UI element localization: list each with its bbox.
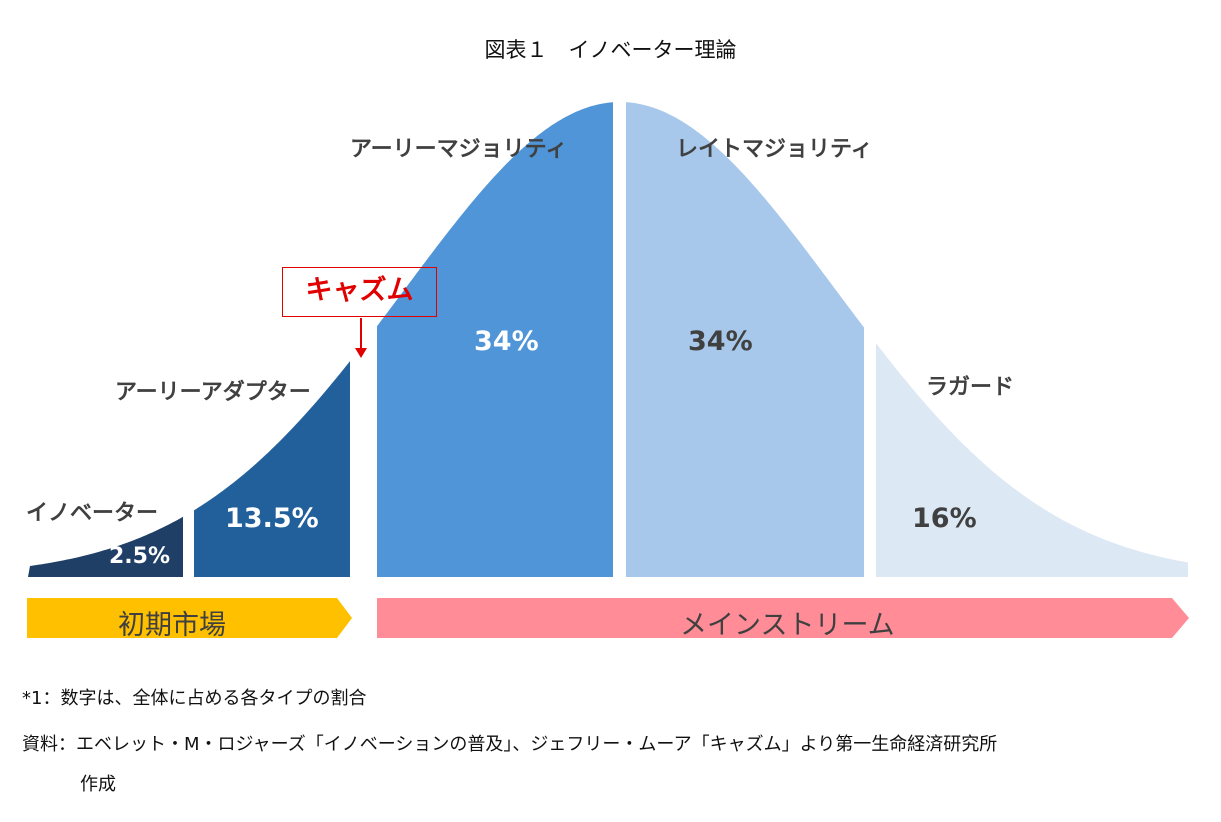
band-early-market-label: 初期市場	[118, 610, 226, 641]
band-early-market	[27, 598, 352, 638]
label-laggards: ラガード	[926, 375, 1015, 400]
label-early-majority: アーリーマジョリティ	[350, 137, 568, 162]
segment-early-adopters	[194, 361, 350, 577]
pct-early-majority: 34%	[474, 326, 539, 357]
pct-laggards: 16%	[912, 503, 977, 534]
chasm-label: キャズム	[305, 275, 414, 306]
pct-late-majority: 34%	[688, 326, 753, 357]
footnote: *1：数字は、全体に占める各タイプの割合	[22, 688, 367, 709]
source-note-cont: 作成	[80, 774, 116, 795]
segment-late-majority	[626, 102, 864, 577]
segment-innovators	[28, 516, 183, 577]
chasm-box: キャズム	[282, 267, 437, 317]
segment-laggards	[876, 343, 1188, 577]
pct-early-adopters: 13.5%	[225, 503, 319, 534]
source-note: 資料：エベレット・M・ロジャーズ「イノベーションの普及」、ジェフリー・ムーア「キ…	[22, 734, 998, 755]
label-innovators: イノベーター	[26, 501, 159, 526]
band-mainstream-label: メインストリーム	[680, 610, 895, 641]
chasm-arrow-icon	[355, 348, 367, 358]
figure-title: 図表１ イノベーター理論	[484, 38, 737, 62]
segment-early-majority	[377, 102, 613, 578]
label-late-majority: レイトマジョリティ	[676, 137, 873, 162]
pct-innovators: 2.5%	[109, 544, 171, 569]
label-early-adopters: アーリーアダプター	[115, 380, 311, 405]
band-mainstream	[377, 598, 1189, 638]
